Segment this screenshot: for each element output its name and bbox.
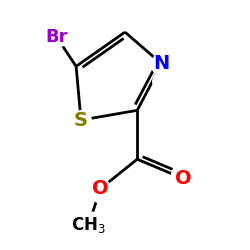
Text: Br: Br: [45, 28, 68, 46]
Text: O: O: [92, 179, 109, 198]
Text: CH$_3$: CH$_3$: [71, 215, 106, 235]
Text: S: S: [74, 110, 88, 130]
Text: O: O: [175, 169, 192, 188]
Text: N: N: [154, 54, 170, 74]
